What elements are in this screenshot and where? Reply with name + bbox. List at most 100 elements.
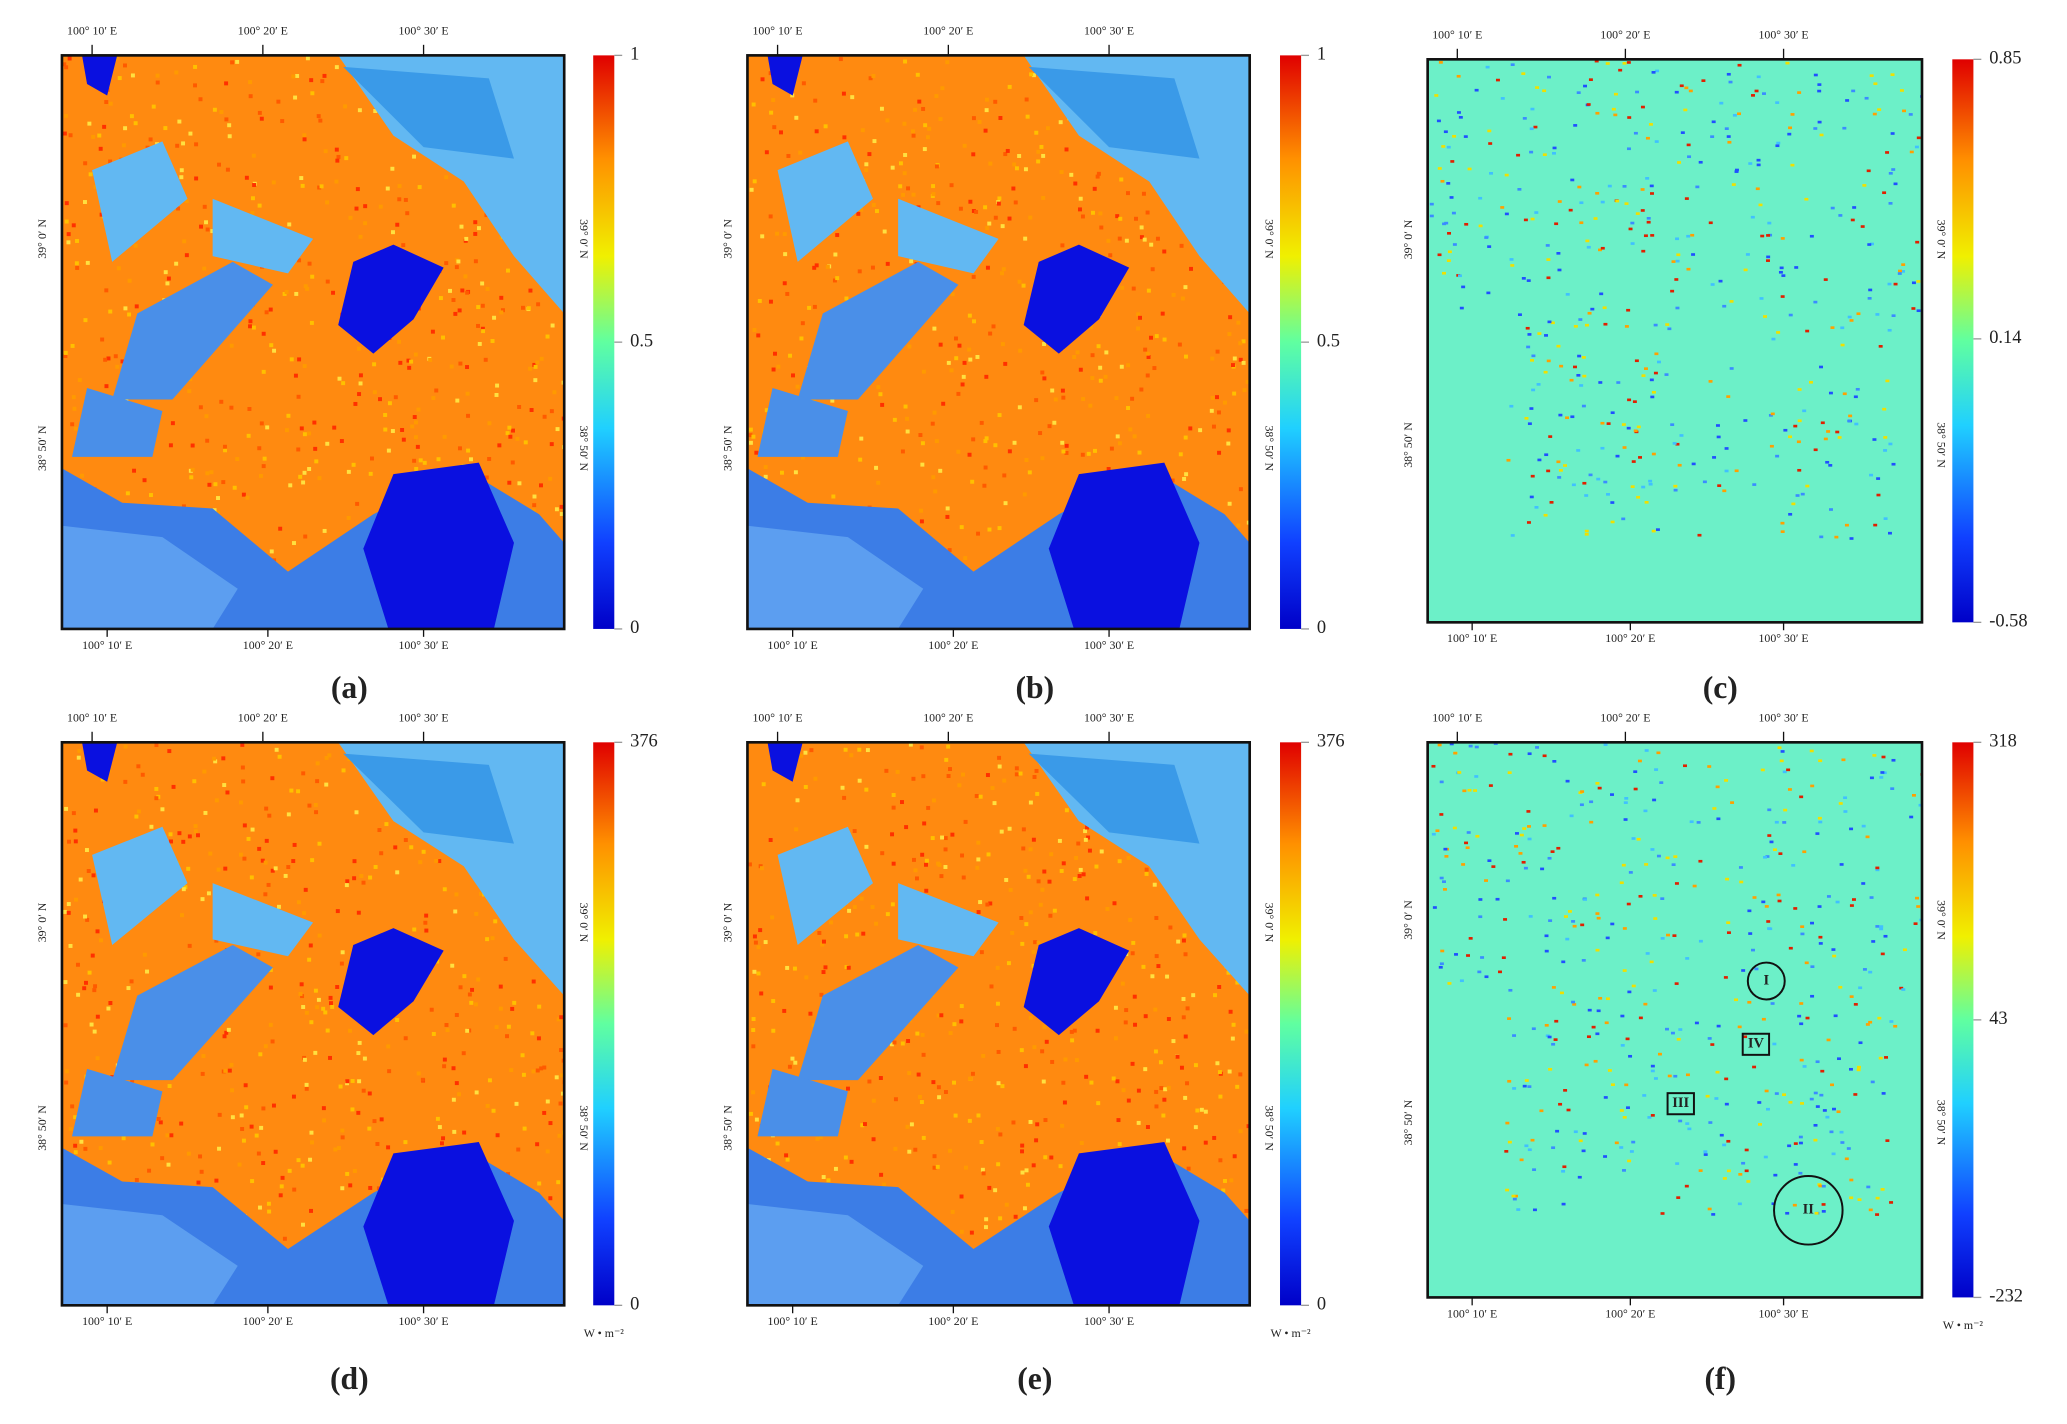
texture-pixel bbox=[1444, 221, 1449, 225]
texture-pixel bbox=[1752, 1065, 1757, 1069]
texture-pixel bbox=[1800, 925, 1805, 929]
texture-pixel bbox=[1652, 894, 1657, 897]
texture-pixel bbox=[278, 1193, 283, 1198]
texture-pixel bbox=[1024, 1168, 1029, 1173]
texture-pixel bbox=[250, 827, 255, 832]
texture-pixel bbox=[1178, 452, 1183, 457]
texture-pixel bbox=[71, 223, 76, 228]
texture-pixel bbox=[1115, 1079, 1120, 1084]
texture-pixel bbox=[813, 98, 818, 103]
texture-pixel bbox=[1144, 867, 1149, 872]
texture-pixel bbox=[1454, 953, 1458, 956]
texture-pixel bbox=[1624, 325, 1629, 328]
texture-pixel bbox=[1793, 1163, 1798, 1166]
texture-pixel bbox=[1003, 501, 1008, 506]
texture-pixel bbox=[1581, 959, 1586, 962]
texture-pixel bbox=[1670, 1031, 1675, 1035]
texture-pixel bbox=[1230, 1036, 1235, 1041]
texture-pixel bbox=[1835, 430, 1840, 434]
texture-pixel bbox=[510, 460, 515, 465]
texture-pixel bbox=[1145, 373, 1150, 378]
texture-pixel bbox=[874, 209, 879, 214]
texture-pixel bbox=[876, 480, 881, 485]
texture-pixel bbox=[784, 1153, 789, 1158]
texture-pixel bbox=[417, 185, 422, 190]
texture-pixel bbox=[293, 95, 298, 100]
texture-pixel bbox=[1227, 332, 1232, 337]
texture-pixel bbox=[333, 1147, 338, 1152]
texture-pixel bbox=[250, 1179, 255, 1184]
texture-pixel bbox=[1533, 125, 1538, 129]
texture-pixel bbox=[1567, 910, 1572, 913]
texture-pixel bbox=[315, 779, 320, 784]
texture-pixel bbox=[1029, 72, 1034, 77]
texture-pixel bbox=[434, 388, 439, 393]
texture-pixel bbox=[1507, 771, 1512, 774]
texture-pixel bbox=[855, 932, 860, 937]
texture-pixel bbox=[1584, 494, 1589, 497]
texture-pixel bbox=[148, 137, 153, 142]
texture-pixel bbox=[498, 1006, 503, 1011]
texture-pixel bbox=[1697, 533, 1702, 537]
texture-pixel bbox=[919, 519, 924, 524]
latitude-label: 39° 0′ N bbox=[1262, 219, 1276, 259]
texture-pixel bbox=[296, 447, 301, 452]
texture-pixel bbox=[1600, 200, 1605, 204]
texture-pixel bbox=[1505, 1188, 1510, 1192]
texture-pixel bbox=[1069, 1029, 1074, 1034]
texture-pixel bbox=[1559, 364, 1564, 368]
texture-pixel bbox=[269, 343, 274, 348]
texture-pixel bbox=[1168, 925, 1173, 930]
texture-pixel bbox=[821, 939, 826, 944]
texture-pixel bbox=[1638, 1016, 1643, 1020]
texture-pixel bbox=[1595, 782, 1600, 785]
texture-pixel bbox=[859, 896, 864, 901]
texture-pixel bbox=[1210, 396, 1215, 400]
texture-pixel bbox=[950, 1209, 955, 1214]
texture-pixel bbox=[66, 240, 71, 245]
texture-pixel bbox=[505, 1034, 510, 1039]
texture-pixel bbox=[1049, 852, 1054, 857]
longitude-label: 100° 20′ E bbox=[243, 638, 293, 652]
texture-pixel bbox=[1675, 442, 1680, 446]
texture-pixel bbox=[64, 1080, 69, 1085]
texture-pixel bbox=[261, 1106, 266, 1111]
texture-pixel bbox=[506, 268, 510, 273]
texture-pixel bbox=[1654, 352, 1659, 356]
texture-pixel bbox=[556, 1017, 561, 1022]
texture-pixel bbox=[1672, 934, 1677, 937]
texture-pixel bbox=[1580, 923, 1585, 927]
texture-pixel bbox=[1631, 1140, 1636, 1144]
texture-pixel bbox=[979, 1140, 984, 1145]
texture-pixel bbox=[1797, 388, 1802, 391]
texture-pixel bbox=[1694, 1021, 1699, 1025]
texture-pixel bbox=[1181, 1015, 1186, 1020]
texture-pixel bbox=[1862, 968, 1867, 971]
texture-pixel bbox=[1588, 473, 1593, 477]
texture-pixel bbox=[1876, 477, 1881, 480]
texture-pixel bbox=[313, 1050, 318, 1055]
texture-pixel bbox=[1734, 170, 1739, 173]
texture-pixel bbox=[1036, 159, 1041, 164]
texture-pixel bbox=[1072, 355, 1077, 359]
texture-pixel bbox=[238, 852, 243, 857]
texture-pixel bbox=[537, 1004, 542, 1009]
texture-pixel bbox=[1561, 1169, 1566, 1173]
texture-pixel bbox=[181, 504, 186, 509]
texture-pixel bbox=[1645, 136, 1650, 140]
texture-pixel bbox=[980, 1167, 985, 1172]
texture-pixel bbox=[1484, 236, 1489, 239]
texture-pixel bbox=[302, 364, 307, 369]
texture-pixel bbox=[1141, 964, 1146, 969]
texture-pixel bbox=[247, 406, 252, 411]
texture-pixel bbox=[1012, 162, 1017, 167]
texture-pixel bbox=[1911, 281, 1916, 285]
texture-pixel bbox=[1867, 297, 1872, 300]
texture-pixel bbox=[104, 288, 109, 293]
texture-pixel bbox=[1061, 1080, 1066, 1085]
texture-pixel bbox=[1817, 1183, 1822, 1186]
texture-pixel bbox=[273, 866, 278, 871]
texture-pixel bbox=[67, 56, 72, 61]
texture-pixel bbox=[1636, 837, 1641, 841]
texture-pixel bbox=[889, 1042, 894, 1047]
